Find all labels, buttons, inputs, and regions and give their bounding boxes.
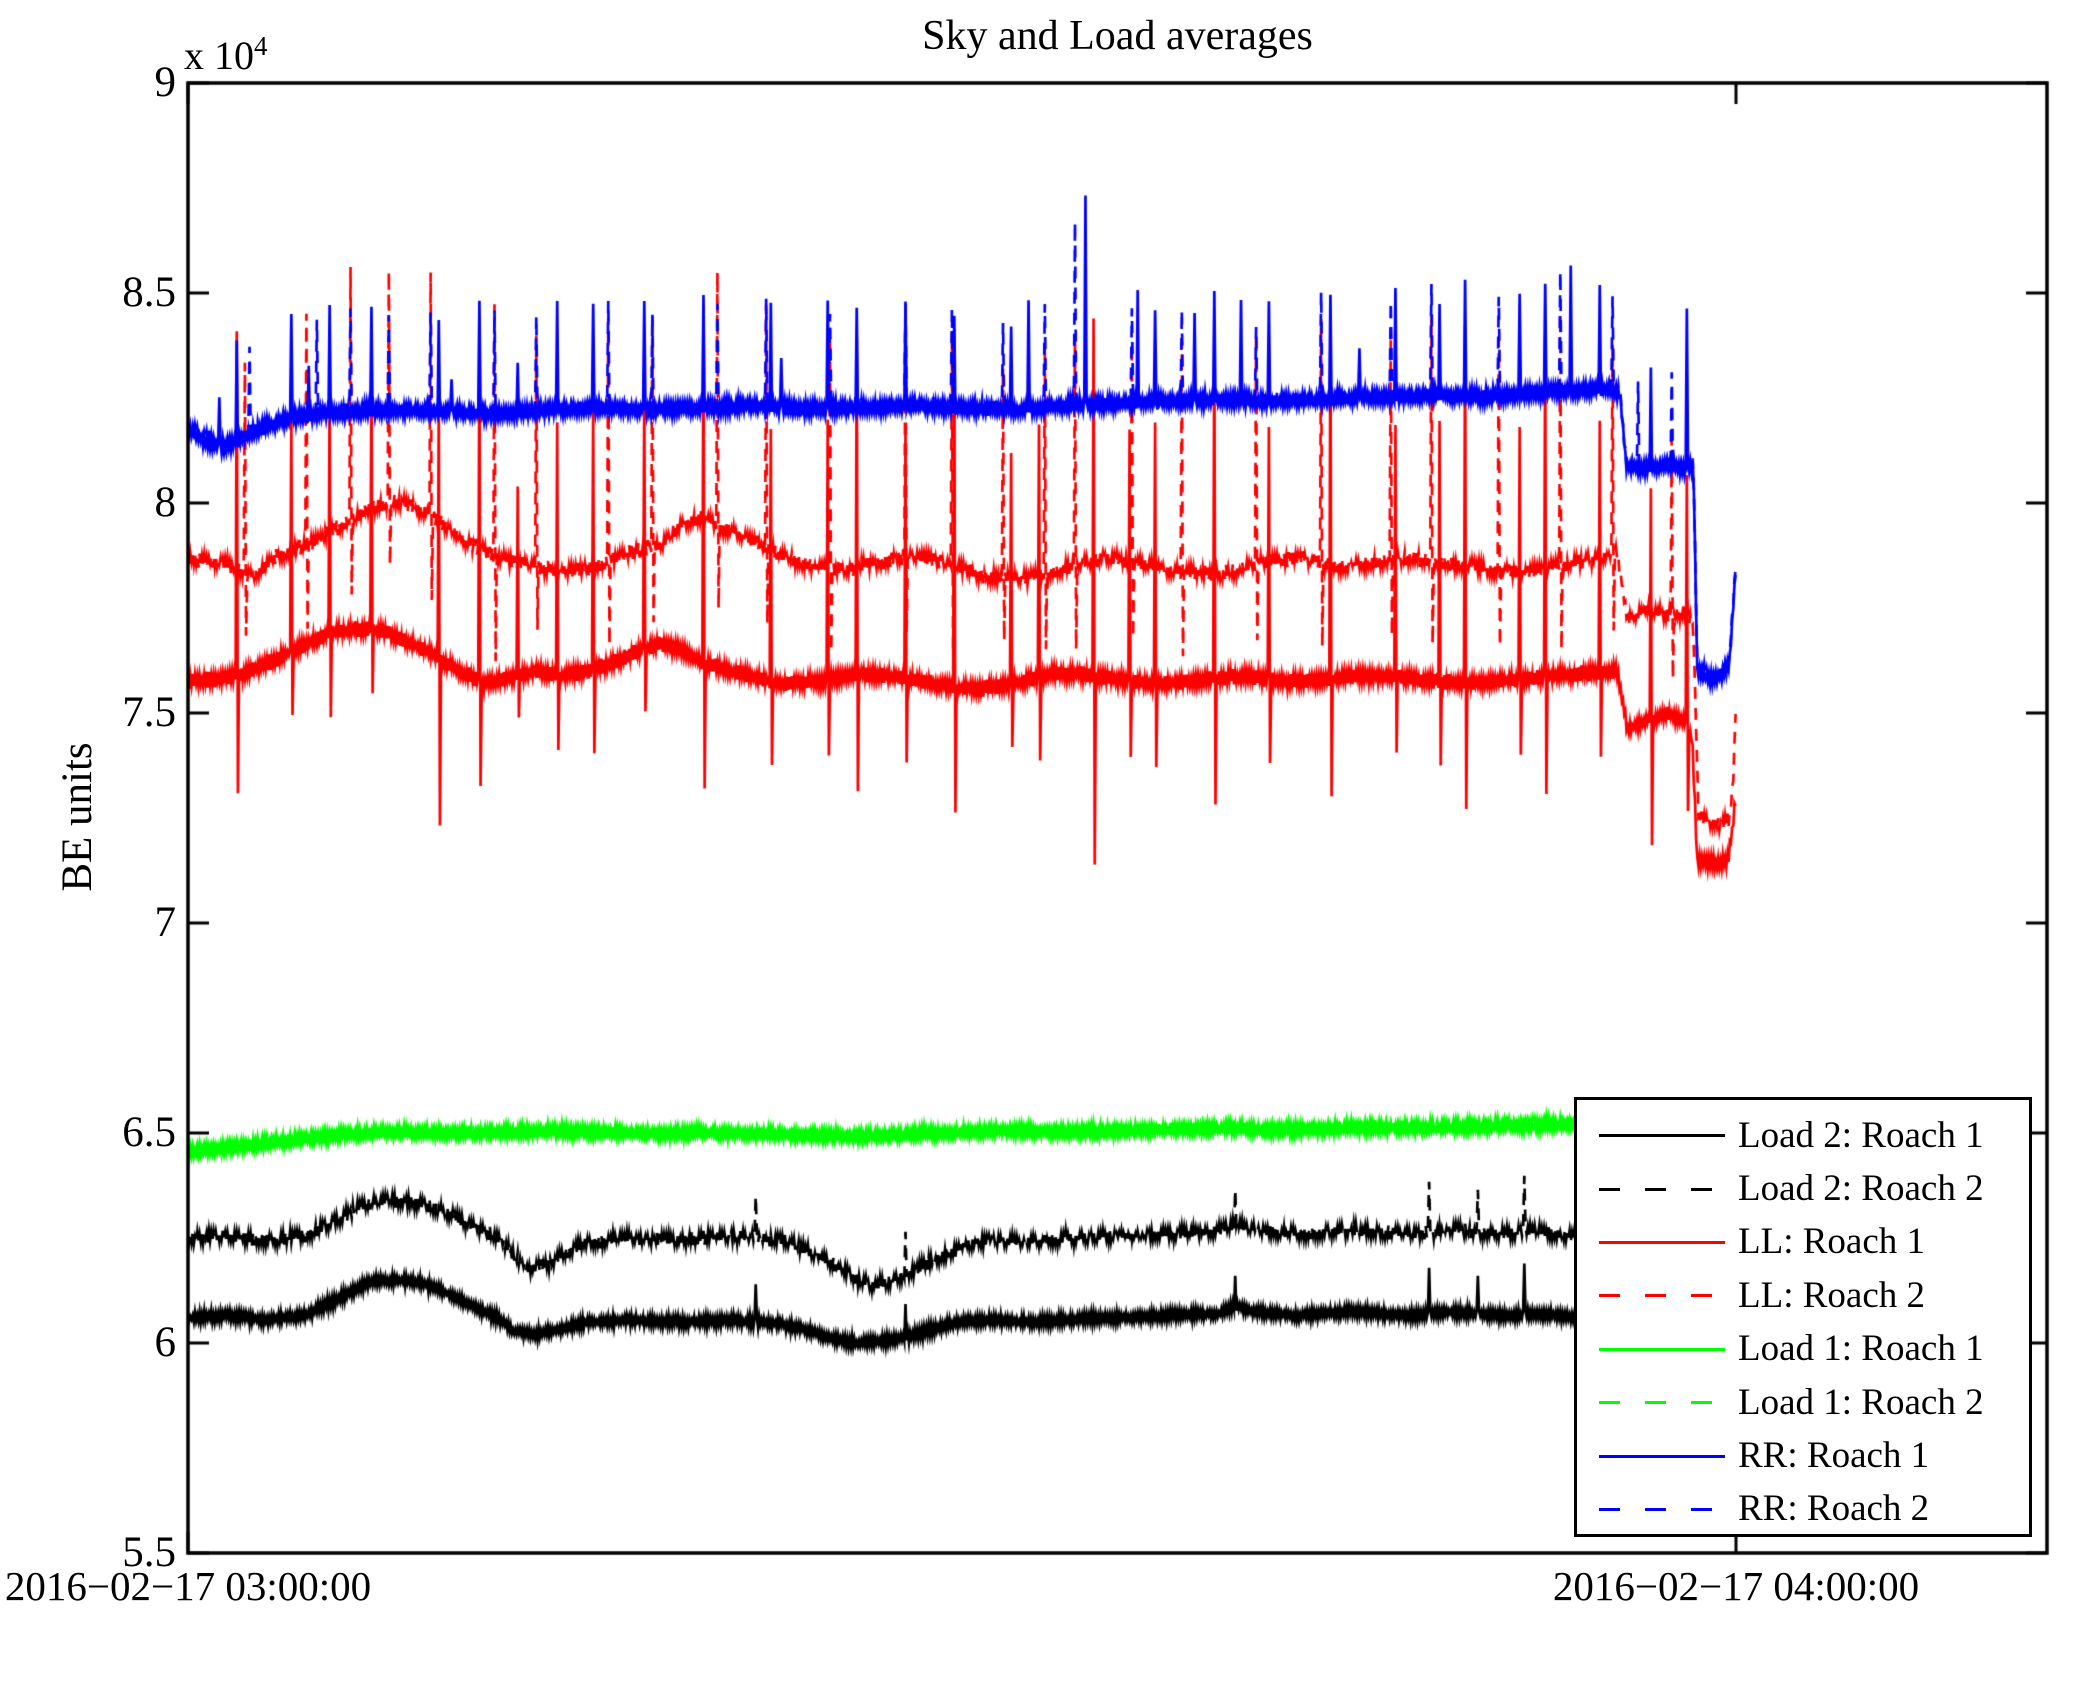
y-tick-label-9: 9 xyxy=(154,59,177,106)
legend-label: RR: Roach 2 xyxy=(1738,1488,1930,1530)
legend-label: LL: Roach 2 xyxy=(1738,1274,1926,1316)
legend-label: Load 1: Roach 2 xyxy=(1738,1381,1984,1423)
legend-line-sample-blue-dashed xyxy=(1599,1507,1725,1511)
legend-label: LL: Roach 1 xyxy=(1738,1221,1926,1263)
legend-label: Load 2: Roach 1 xyxy=(1738,1114,1984,1156)
legend-line-sample-red-dashed xyxy=(1599,1294,1725,1298)
legend-line-sample-red-solid xyxy=(1599,1240,1725,1244)
y-tick-label-5-5: 5.5 xyxy=(122,1529,176,1576)
y-tick-label-6: 6 xyxy=(154,1319,177,1366)
legend-row: LL: Roach 2 xyxy=(1577,1269,2029,1322)
legend-row: Load 1: Roach 2 xyxy=(1577,1376,2029,1429)
y-axis-exponent: x 104 xyxy=(184,31,268,78)
y-tick-label-8-5: 8.5 xyxy=(122,269,176,316)
legend-row: RR: Roach 2 xyxy=(1577,1483,2029,1536)
legend-line-sample-blue-solid xyxy=(1599,1454,1725,1458)
x-tick-label-0300: 2016−02−17 03:00:00 xyxy=(4,1563,372,1609)
legend-row: Load 1: Roach 1 xyxy=(1577,1323,2029,1376)
legend-line-sample-black-dashed xyxy=(1599,1187,1725,1191)
legend-row: LL: Roach 1 xyxy=(1577,1216,2029,1269)
legend-label: RR: Roach 1 xyxy=(1738,1435,1930,1477)
y-tick-label-7-5: 7.5 xyxy=(122,689,176,736)
legend-row: RR: Roach 1 xyxy=(1577,1429,2029,1482)
legend-line-sample-black-solid xyxy=(1599,1134,1725,1138)
y-tick-label-6-5: 6.5 xyxy=(122,1109,176,1156)
legend-label: Load 1: Roach 1 xyxy=(1738,1328,1984,1370)
legend-line-sample-green-solid xyxy=(1599,1347,1725,1351)
legend: Load 2: Roach 1 Load 2: Roach 2 LL: Roac… xyxy=(1574,1097,2032,1537)
x-tick-label-0400: 2016−02−17 04:00:00 xyxy=(1552,1563,1920,1609)
legend-label: Load 2: Roach 2 xyxy=(1738,1168,1984,1210)
legend-row: Load 2: Roach 2 xyxy=(1577,1162,2029,1215)
legend-row: Load 2: Roach 1 xyxy=(1577,1109,2029,1162)
chart-title: Sky and Load averages xyxy=(922,13,1313,59)
y-axis-label: BE units xyxy=(54,742,101,892)
y-tick-label-8: 8 xyxy=(154,479,177,526)
legend-line-sample-green-dashed xyxy=(1599,1401,1725,1405)
y-tick-label-7: 7 xyxy=(154,899,177,946)
